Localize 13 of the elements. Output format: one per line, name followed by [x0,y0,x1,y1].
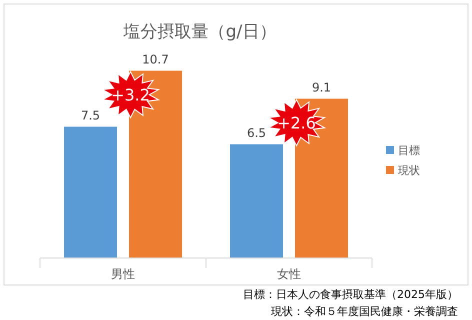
text: 現状：令和５年度国民健康・栄養調査 [271,305,458,318]
x-tick-label: 男性 [111,267,135,281]
annotation: +3.2 [111,86,150,105]
data-label: 6.5 [246,126,266,140]
annotation: +2.6 [277,114,316,133]
legend-label: 現状 [398,164,420,177]
data-label: 7.5 [80,108,100,123]
chart-title: 塩分摂取量（g/日） [122,22,276,42]
data-label: 9.1 [312,80,332,95]
text: 目標：日本人の食事摂取基準（2025年版） [243,288,458,301]
legend-label: 目標 [398,144,420,157]
data-label: 10.7 [142,52,169,67]
x-tick-label: 女性 [277,267,301,281]
